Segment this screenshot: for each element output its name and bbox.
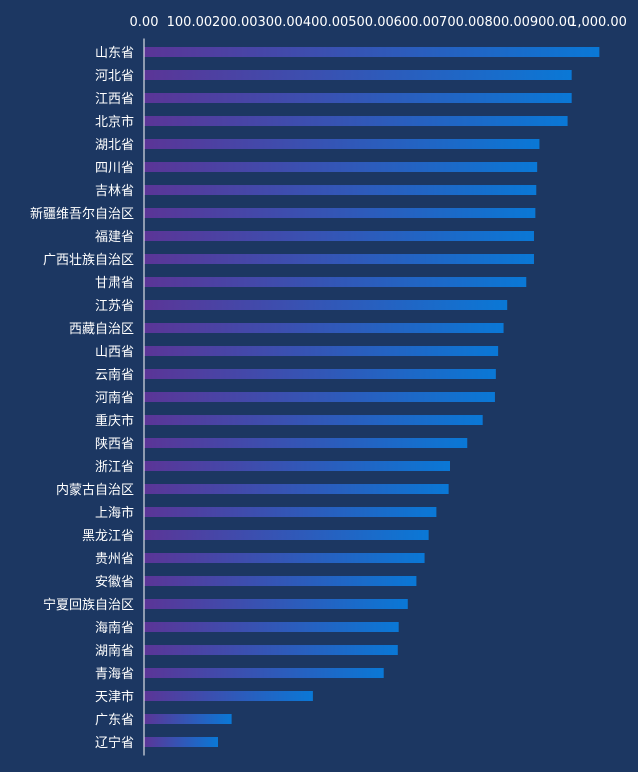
- bar: [144, 438, 468, 448]
- x-tick-label: 400.00: [303, 15, 349, 30]
- category-label: 江西省: [95, 92, 134, 107]
- bar: [144, 668, 384, 678]
- bar: [144, 208, 536, 218]
- category-label: 吉林省: [95, 184, 134, 199]
- x-tick-label: 1,000.00: [569, 15, 627, 30]
- bar: [144, 645, 398, 655]
- category-label: 浙江省: [95, 460, 134, 475]
- x-tick-label: 100.00: [167, 15, 213, 30]
- x-tick-label: 500.00: [348, 15, 394, 30]
- x-tick-label: 600.00: [394, 15, 440, 30]
- x-tick-label: 800.00: [484, 15, 530, 30]
- x-axis-ticks: 0.00 100.00 200.00 300.00 400.00 500.00 600.00…: [130, 15, 627, 30]
- category-label: 河北省: [95, 69, 134, 84]
- bar: [144, 185, 537, 195]
- bar: [144, 254, 534, 264]
- bar: [144, 323, 504, 333]
- category-label: 青海省: [95, 667, 134, 682]
- category-label: 甘肃省: [95, 276, 134, 291]
- bar: [144, 369, 496, 379]
- category-labels: 山东省河北省江西省北京市湖北省四川省吉林省新疆维吾尔自治区福建省广西壮族自治区甘…: [30, 46, 134, 751]
- bar: [144, 691, 313, 701]
- category-label: 海南省: [95, 620, 134, 636]
- x-tick-label: 900.00: [530, 15, 576, 30]
- bar: [144, 300, 508, 310]
- bar: [144, 737, 219, 747]
- category-label: 黑龙江省: [82, 529, 134, 544]
- bar: [144, 553, 425, 563]
- bar: [144, 576, 417, 586]
- bar: [144, 277, 527, 287]
- category-label: 广西壮族自治区: [43, 252, 134, 268]
- category-label: 天津市: [95, 689, 134, 705]
- category-label: 安徽省: [95, 575, 134, 590]
- bar: [144, 70, 572, 80]
- bar: [144, 47, 600, 57]
- category-label: 湖北省: [95, 138, 134, 153]
- bars: [144, 47, 600, 747]
- bar: [144, 231, 534, 241]
- category-label: 河南省: [95, 390, 134, 406]
- category-label: 宁夏回族自治区: [43, 597, 134, 613]
- x-tick-label: 0.00: [130, 15, 159, 30]
- category-label: 内蒙古自治区: [56, 482, 134, 498]
- bar: [144, 116, 568, 126]
- bar: [144, 714, 232, 724]
- category-label: 福建省: [95, 230, 134, 245]
- bar: [144, 461, 450, 471]
- category-label: 江苏省: [95, 298, 134, 314]
- category-label: 贵州省: [95, 552, 134, 567]
- category-label: 湖南省: [95, 643, 134, 659]
- x-tick-label: 700.00: [439, 15, 485, 30]
- x-tick-label: 200.00: [212, 15, 258, 30]
- x-tick-label: 300.00: [257, 15, 303, 30]
- bar: [144, 530, 429, 540]
- category-label: 北京市: [95, 114, 134, 130]
- bar: [144, 415, 483, 425]
- category-label: 山西省: [95, 345, 134, 360]
- category-label: 四川省: [95, 161, 134, 176]
- category-label: 广东省: [95, 713, 134, 728]
- bar: [144, 392, 495, 402]
- bar: [144, 599, 408, 609]
- category-label: 云南省: [95, 367, 134, 383]
- bar: [144, 139, 540, 149]
- category-label: 重庆市: [95, 413, 134, 429]
- category-label: 新疆维吾尔自治区: [30, 206, 134, 222]
- category-label: 山东省: [95, 46, 134, 61]
- bar: [144, 93, 572, 103]
- bar: [144, 346, 499, 356]
- category-label: 陕西省: [95, 437, 134, 452]
- bar: [144, 484, 449, 494]
- bar: [144, 622, 399, 632]
- bar: [144, 507, 437, 517]
- category-label: 上海市: [95, 505, 134, 521]
- category-label: 西藏自治区: [69, 322, 134, 337]
- bar: [144, 162, 538, 172]
- category-label: 辽宁省: [95, 735, 134, 751]
